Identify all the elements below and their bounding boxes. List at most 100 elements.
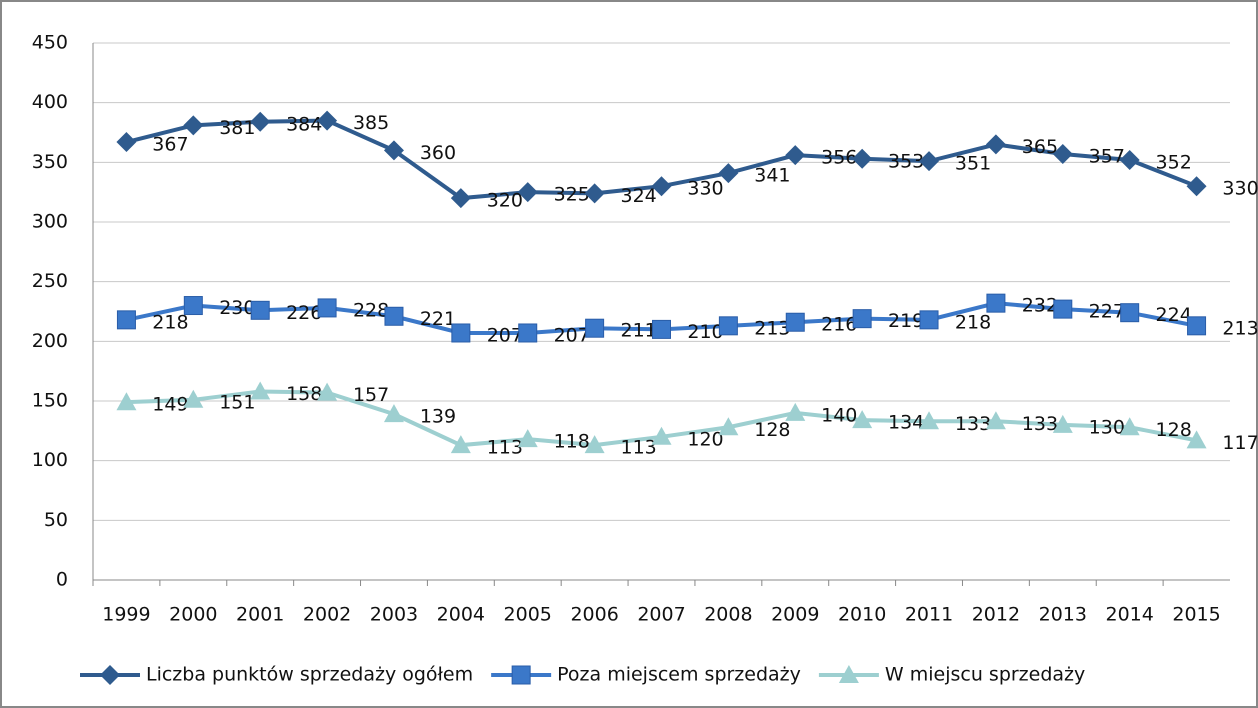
point <box>852 148 873 169</box>
point <box>785 402 806 421</box>
point <box>518 323 538 343</box>
point <box>1053 299 1073 319</box>
data-label: 330 <box>1222 178 1258 200</box>
point <box>651 426 672 445</box>
point <box>384 306 404 326</box>
data-label: 227 <box>1089 301 1125 323</box>
y-tick-label: 250 <box>32 270 68 292</box>
point <box>450 188 471 209</box>
x-tick-label: 2014 <box>1105 604 1153 626</box>
x-tick-label: 1999 <box>102 604 150 626</box>
y-tick-label: 0 <box>56 569 68 591</box>
point <box>651 176 672 197</box>
x-tick-label: 2005 <box>504 604 552 626</box>
data-label: 216 <box>821 314 857 336</box>
y-tick-label: 400 <box>32 91 68 113</box>
point <box>785 145 806 166</box>
data-label: 367 <box>152 134 188 156</box>
point <box>985 411 1006 430</box>
data-label: 365 <box>1022 136 1058 158</box>
point <box>852 309 872 329</box>
data-label: 381 <box>219 117 255 139</box>
data-label: 139 <box>420 406 456 428</box>
point <box>1052 414 1073 433</box>
x-tick-label: 2012 <box>972 604 1020 626</box>
y-tick-label: 50 <box>44 509 68 531</box>
data-label: 357 <box>1089 145 1125 167</box>
point <box>584 183 605 204</box>
legend-marker <box>511 665 531 685</box>
point <box>451 323 471 343</box>
point <box>317 298 337 318</box>
data-label: 128 <box>754 419 790 441</box>
data-label: 207 <box>487 324 523 346</box>
x-tick-label: 2008 <box>704 604 752 626</box>
y-tick-label: 200 <box>32 330 68 352</box>
point <box>919 411 940 430</box>
data-label: 134 <box>888 412 924 434</box>
x-tick-label: 2006 <box>570 604 618 626</box>
data-label: 113 <box>620 437 656 459</box>
point <box>1052 143 1073 164</box>
y-tick-label: 350 <box>32 151 68 173</box>
point <box>1186 430 1207 449</box>
x-tick-label: 2007 <box>637 604 685 626</box>
y-tick-label: 150 <box>32 390 68 412</box>
point <box>450 435 471 454</box>
point <box>183 115 204 136</box>
x-tick-label: 2013 <box>1039 604 1087 626</box>
data-label: 158 <box>286 383 322 405</box>
point <box>1119 417 1140 436</box>
data-label: 157 <box>353 384 389 406</box>
data-label: 117 <box>1222 432 1258 454</box>
point <box>383 404 404 423</box>
data-label: 320 <box>487 190 523 212</box>
point <box>517 429 538 448</box>
data-label: 133 <box>1022 413 1058 435</box>
data-label: 218 <box>955 311 991 333</box>
data-label: 324 <box>620 185 656 207</box>
x-tick-label: 2000 <box>169 604 217 626</box>
point <box>250 381 271 400</box>
data-label: 351 <box>955 153 991 175</box>
data-label: 341 <box>754 165 790 187</box>
data-label: 221 <box>420 308 456 330</box>
x-tick-label: 2002 <box>303 604 351 626</box>
y-tick-label: 450 <box>32 32 68 54</box>
data-label: 224 <box>1156 304 1192 326</box>
point <box>183 296 203 316</box>
point <box>852 410 873 429</box>
x-tick-label: 2011 <box>905 604 953 626</box>
data-label: 218 <box>152 311 188 333</box>
x-tick-label: 2010 <box>838 604 886 626</box>
data-label: 330 <box>687 178 723 200</box>
data-label: 128 <box>1156 419 1192 441</box>
point <box>919 151 940 172</box>
data-label: 230 <box>219 297 255 319</box>
legend-label: Poza miejscem sprzedaży <box>557 664 801 686</box>
point <box>718 163 739 184</box>
point <box>116 310 136 330</box>
data-label: 118 <box>554 431 590 453</box>
point <box>718 417 739 436</box>
x-tick-label: 2001 <box>236 604 284 626</box>
point <box>985 134 1006 155</box>
data-label: 213 <box>1222 317 1258 339</box>
x-tick-label: 2009 <box>771 604 819 626</box>
point <box>652 319 671 339</box>
data-label: 211 <box>620 320 656 342</box>
point <box>1186 176 1207 197</box>
data-label: 219 <box>888 310 924 332</box>
data-label: 384 <box>286 113 322 135</box>
data-label: 113 <box>487 437 523 459</box>
point <box>986 293 1006 313</box>
point <box>1119 149 1140 170</box>
y-tick-label: 300 <box>32 211 68 233</box>
point <box>1187 316 1207 336</box>
data-label: 120 <box>687 428 723 450</box>
data-label: 210 <box>687 321 723 343</box>
point <box>250 111 271 132</box>
legend-marker <box>838 665 859 683</box>
data-label: 228 <box>353 299 389 321</box>
data-label: 232 <box>1022 295 1058 317</box>
